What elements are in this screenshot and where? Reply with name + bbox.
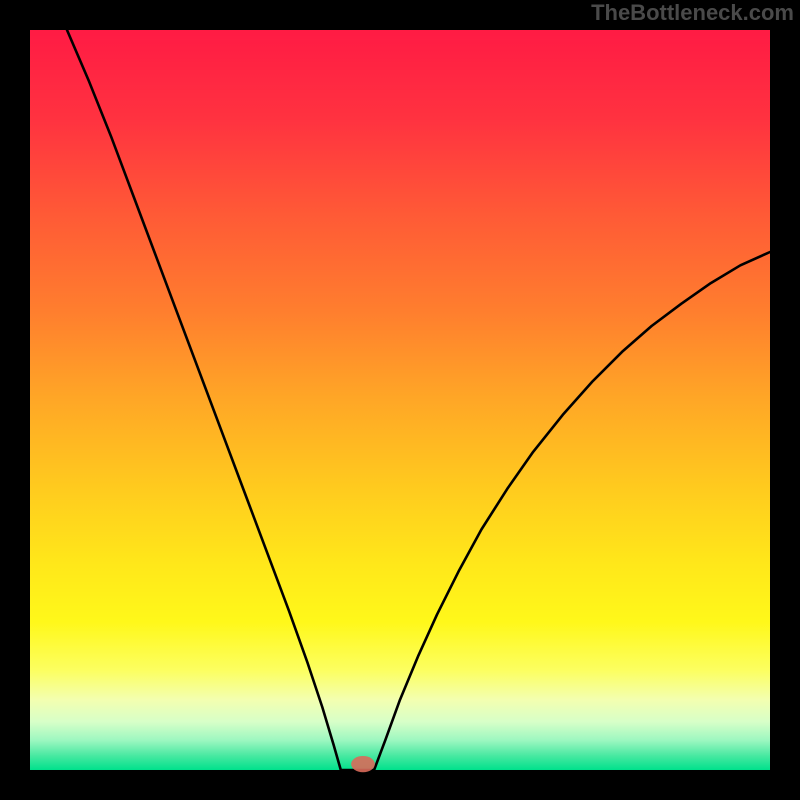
watermark-text: TheBottleneck.com [591,0,794,26]
bottleneck-chart [0,0,800,800]
plot-gradient-background [30,30,770,770]
optimum-marker [351,756,375,772]
